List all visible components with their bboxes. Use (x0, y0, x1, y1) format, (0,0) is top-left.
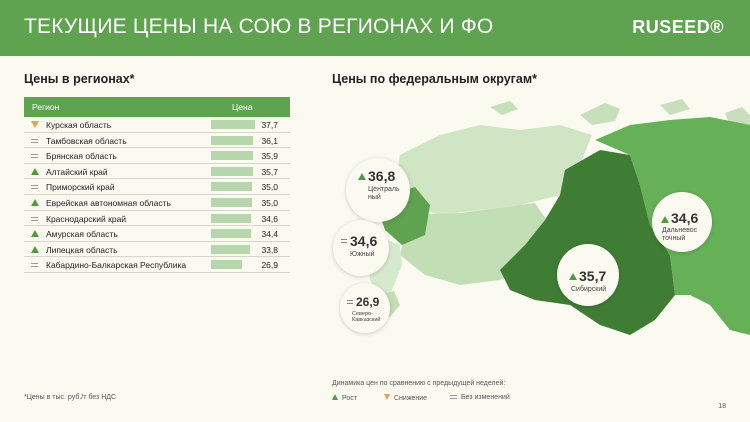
district-value: 35,7 (579, 268, 607, 284)
district-value: 36,8 (368, 168, 396, 184)
trend-up-icon (332, 394, 338, 400)
table-row: Амурская область 34,4 (24, 226, 290, 242)
table-header: Регион Цена (24, 97, 290, 117)
regions-table: Регион Цена Курская область 37,7 Тамбовска… (24, 97, 290, 273)
trend-up-icon (31, 230, 39, 238)
region-price: 35,0 (261, 197, 278, 208)
district-bubble-far-eastern: 34,6 Дальневос точный (652, 192, 712, 252)
page-number: 18 (718, 403, 726, 410)
district-bubble-siberian: 35,7 Сибирский (557, 244, 619, 306)
region-price: 36,1 (261, 135, 278, 146)
price-bar (211, 197, 252, 207)
table-row: Брянская область 35,9 (24, 148, 290, 164)
district-name: Централь ный (368, 186, 400, 201)
price-bar (211, 135, 254, 145)
legend-title: Динамика цен по сравнению с предыдущей н… (332, 380, 506, 387)
price-bar (211, 229, 252, 239)
table-row: Алтайский край 35,7 (24, 164, 290, 180)
price-bar (211, 182, 252, 192)
trend-same-icon (450, 395, 457, 400)
region-price: 34,6 (261, 213, 278, 224)
table-row: Курская область 37,7 (24, 117, 290, 133)
price-bar (211, 151, 253, 161)
trend-same-icon (31, 261, 39, 269)
header-bar: ТЕКУЩИЕ ЦЕНЫ НА СОЮ В РЕГИОНАХ И ФО RUSE… (0, 0, 750, 56)
footnote: *Цены в тыс. руб./т без НДС (24, 394, 117, 401)
map-arctic-islands (490, 99, 750, 125)
trend-down-icon (384, 394, 390, 400)
region-name: Брянская область (46, 151, 117, 162)
district-name: Сибирский (571, 286, 607, 293)
legend-same: Без изменений (450, 394, 510, 401)
trend-up-icon (31, 198, 39, 206)
trend-same-icon (31, 137, 39, 145)
district-bubble-north-caucasus: 26,9 Северо-Кавказский (340, 283, 390, 333)
column-header-price: Цена (232, 102, 253, 112)
trend-up-icon (31, 245, 39, 253)
price-bar (211, 120, 255, 129)
region-name: Курская область (46, 120, 112, 130)
district-name: Дальневос точный (662, 227, 698, 242)
table-row: Кабардино-Балкарская Республика 26,9 (24, 257, 290, 273)
trend-same-icon (31, 215, 39, 223)
region-price: 35,7 (261, 166, 278, 177)
region-name: Амурская область (46, 229, 118, 240)
region-name: Краснодарский край (46, 213, 127, 224)
region-name: Еврейская автономная область (46, 197, 171, 208)
regions-title: Цены в регионах* (24, 72, 135, 86)
district-value: 34,6 (671, 210, 699, 226)
district-value: 26,9 (356, 295, 380, 309)
price-bar (211, 213, 252, 223)
region-name: Кабардино-Балкарская Республика (46, 260, 187, 271)
region-price: 34,4 (261, 229, 278, 240)
trend-up-icon (358, 173, 366, 180)
trend-down-icon (31, 121, 39, 128)
region-name: Алтайский край (46, 166, 108, 177)
map-siberian (500, 150, 675, 335)
district-name: Южный (350, 251, 375, 258)
map-northwest (395, 125, 592, 215)
region-name: Тамбовская область (46, 135, 127, 146)
table-row: Липецкая область 33,8 (24, 242, 290, 258)
region-name: Липецкая область (46, 244, 118, 255)
district-value: 34,6 (350, 233, 378, 249)
table-row: Приморский край 35,0 (24, 179, 290, 195)
district-bubble-central: 36,8 Централь ный (346, 158, 410, 222)
trend-same-icon (31, 183, 39, 191)
district-name: Северо-Кавказский (352, 311, 381, 323)
ruseed-logo: RUSEED® (632, 17, 724, 37)
region-price: 26,9 (261, 260, 278, 271)
districts-title: Цены по федеральным округам* (332, 72, 537, 86)
trend-same-icon (347, 300, 353, 304)
region-name: Приморский край (46, 182, 115, 193)
trend-same-icon (341, 239, 347, 243)
legend-down: Снижение (384, 394, 427, 402)
table-row: Еврейская автономная область 35,0 (24, 195, 290, 211)
page-title: ТЕКУЩИЕ ЦЕНЫ НА СОЮ В РЕГИОНАХ И ФО (24, 15, 494, 38)
region-price: 33,8 (261, 244, 278, 255)
trend-same-icon (31, 152, 39, 160)
table-row: Краснодарский край 34,6 (24, 211, 290, 227)
price-bar (211, 244, 251, 254)
price-bar (211, 260, 243, 270)
table-row: Тамбовская область 36,1 (24, 133, 290, 149)
trend-up-icon (661, 216, 669, 223)
legend-up: Рост (332, 394, 357, 402)
region-price: 35,9 (261, 151, 278, 162)
trend-up-icon (31, 167, 39, 175)
region-price: 35,0 (261, 182, 278, 193)
district-bubble-southern: 34,6 Южный (333, 220, 389, 276)
column-header-region: Регион (32, 102, 60, 112)
price-bar (211, 166, 253, 176)
region-price: 37,7 (261, 120, 278, 130)
trend-up-icon (569, 273, 577, 280)
